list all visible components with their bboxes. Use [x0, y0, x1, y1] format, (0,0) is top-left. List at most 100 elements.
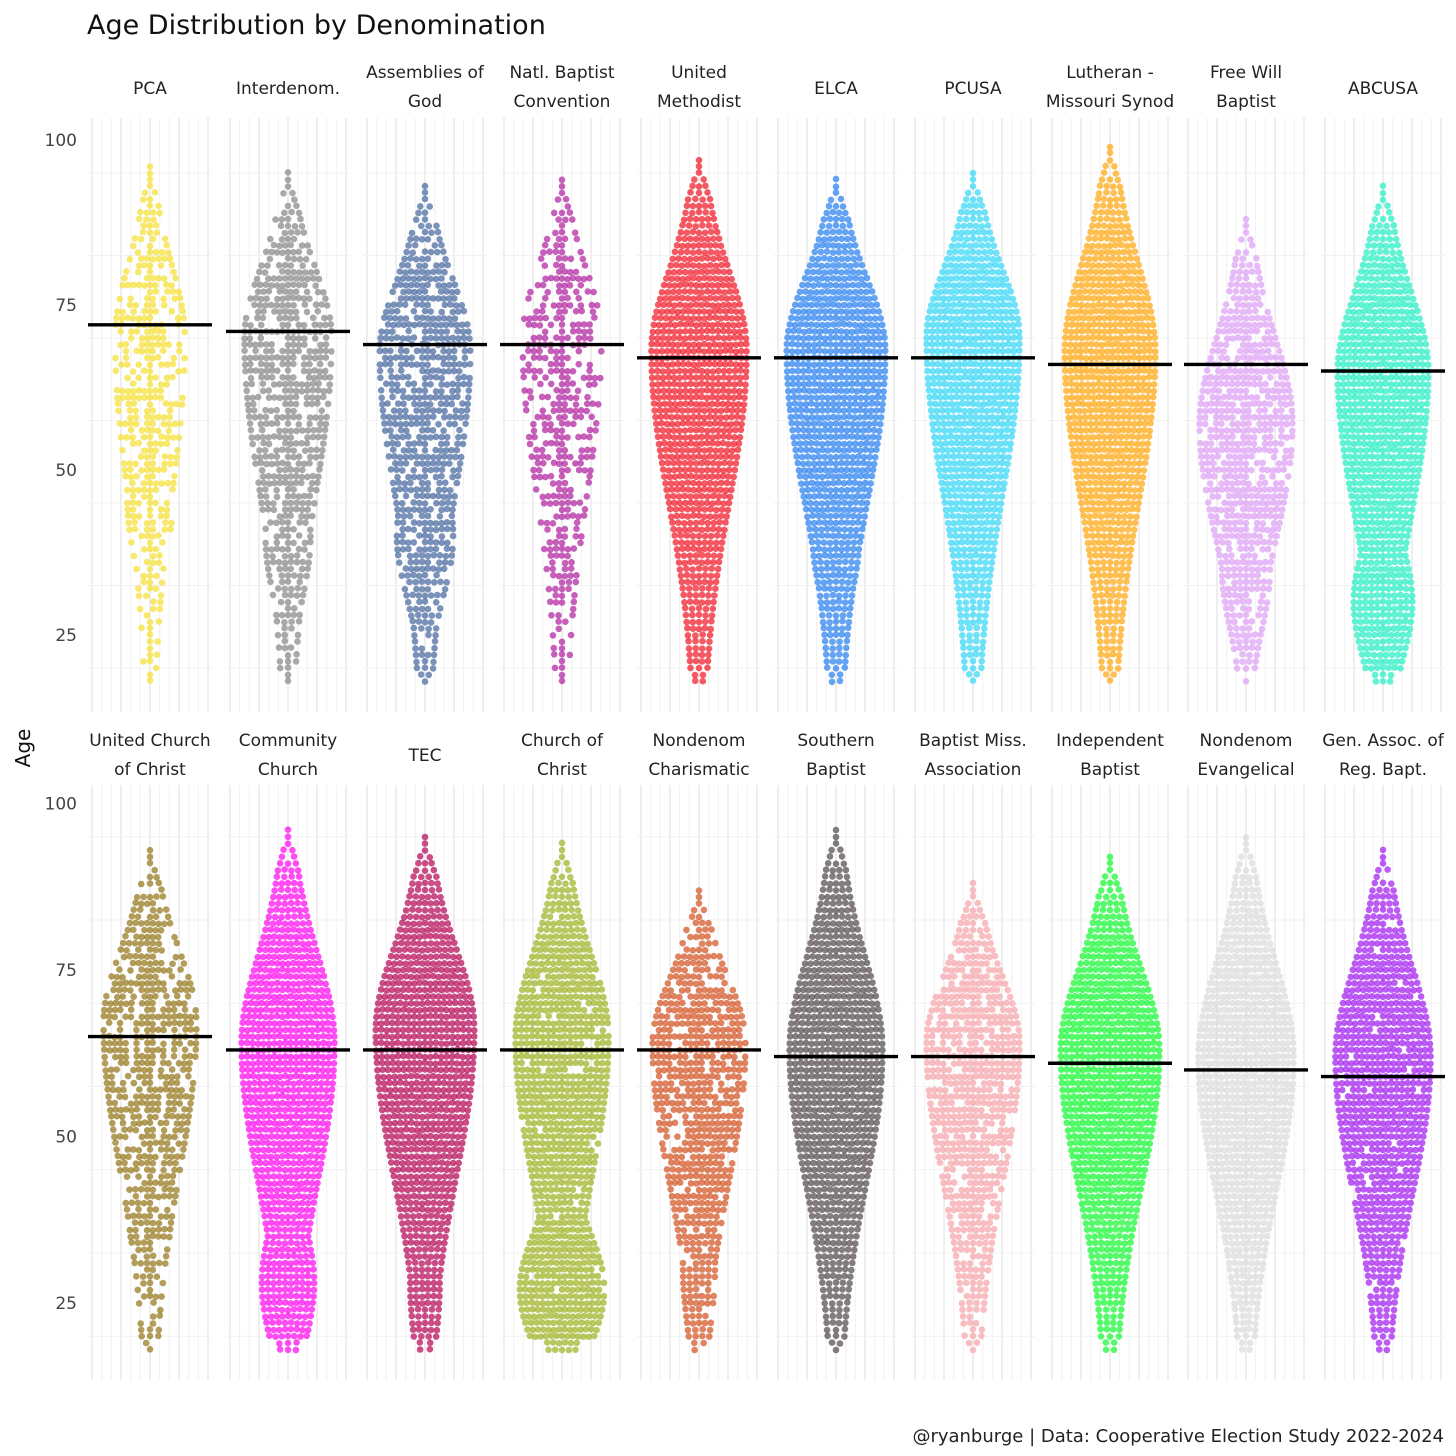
data-point [822, 644, 829, 652]
data-point [434, 228, 442, 236]
data-point [447, 301, 454, 308]
data-point [378, 394, 386, 402]
data-point [1010, 414, 1018, 421]
data-point [255, 479, 262, 487]
data-point [969, 492, 977, 500]
data-point [581, 328, 588, 336]
data-point [149, 526, 157, 533]
data-point [550, 571, 557, 579]
data-point [284, 334, 292, 342]
data-point [925, 387, 933, 394]
data-point [813, 242, 821, 250]
data-point [825, 222, 833, 230]
data-point [593, 302, 601, 309]
data-point [692, 493, 700, 500]
data-point [119, 446, 126, 454]
data-point [128, 539, 135, 546]
data-point [153, 651, 161, 658]
data-point [273, 447, 280, 454]
data-point [1149, 400, 1156, 408]
data-point [451, 295, 458, 302]
data-point [143, 255, 151, 262]
data-point [435, 459, 442, 467]
data-point [569, 328, 577, 335]
data-point [1095, 380, 1103, 388]
data-point [126, 301, 134, 309]
data-point [152, 480, 160, 487]
data-point [818, 565, 825, 573]
data-point [589, 308, 597, 316]
data-point [411, 321, 418, 329]
data-point [992, 314, 999, 322]
data-point [304, 473, 311, 481]
data-point [1124, 533, 1131, 540]
data-point [410, 519, 418, 526]
data-point [548, 439, 555, 447]
data-point [692, 525, 700, 533]
data-point [838, 631, 846, 638]
data-point [296, 255, 304, 263]
data-point [424, 236, 432, 243]
data-point [112, 367, 120, 375]
data-point [130, 308, 137, 316]
data-point [424, 294, 432, 302]
data-point [699, 631, 706, 638]
data-point [796, 288, 804, 296]
data-point [573, 235, 581, 243]
data-point [1128, 538, 1136, 546]
data-point [567, 394, 574, 402]
data-point [838, 546, 845, 553]
data-point [832, 175, 840, 183]
data-point [569, 368, 577, 375]
data-point [957, 618, 965, 626]
data-point [586, 274, 593, 282]
data-point [721, 289, 728, 296]
data-point [1004, 460, 1011, 468]
data-point [849, 512, 857, 520]
data-point [823, 565, 831, 572]
data-point [712, 578, 720, 586]
data-point [416, 387, 423, 394]
data-point [287, 274, 295, 282]
data-point [421, 657, 429, 665]
data-point [1088, 525, 1096, 533]
data-point [288, 208, 296, 216]
data-point [303, 440, 311, 447]
data-point [1134, 434, 1142, 441]
data-point [418, 586, 426, 593]
data-point [276, 380, 283, 388]
data-point [256, 447, 263, 454]
data-point [567, 268, 574, 276]
data-point [705, 592, 712, 599]
data-point [1085, 546, 1093, 553]
data-point [389, 446, 397, 454]
data-point [972, 255, 980, 263]
data-point [1115, 652, 1123, 659]
data-point [260, 288, 267, 296]
data-point [296, 578, 304, 586]
data-point [157, 592, 165, 599]
data-point [983, 215, 990, 223]
data-point [689, 572, 697, 580]
data-point [541, 328, 549, 336]
data-point [446, 487, 454, 494]
data-point [558, 321, 566, 328]
data-point [987, 565, 995, 573]
data-point [395, 559, 403, 566]
data-point [708, 612, 716, 619]
data-point [880, 388, 887, 395]
data-point [726, 374, 733, 382]
data-point [819, 222, 826, 230]
data-point [397, 315, 404, 322]
data-point [152, 374, 159, 381]
data-point [407, 486, 415, 494]
data-point [1115, 592, 1123, 599]
data-point [561, 493, 569, 500]
data-point [1016, 340, 1023, 348]
data-point [701, 578, 708, 586]
data-point [558, 189, 566, 197]
data-point [421, 381, 429, 388]
data-point [254, 288, 262, 296]
data-point [542, 374, 549, 381]
data-point [405, 275, 412, 282]
